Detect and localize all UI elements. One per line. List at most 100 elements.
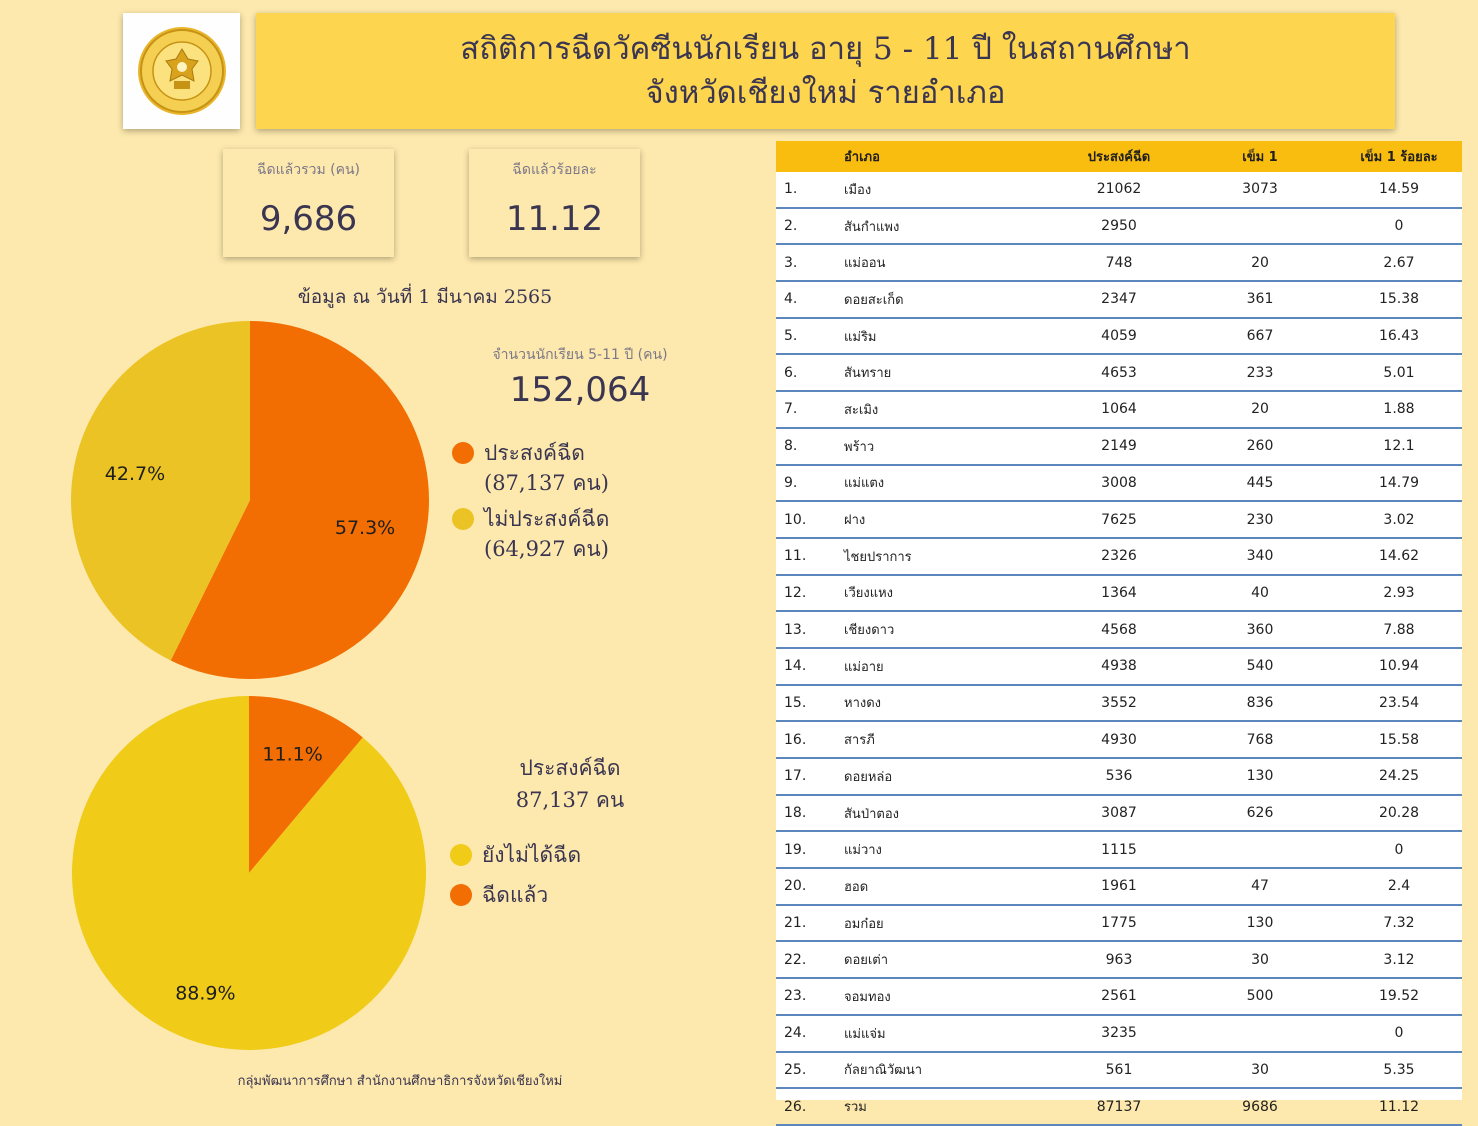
table-cell: 8. — [776, 427, 844, 466]
table-cell: 3.02 — [1336, 501, 1462, 539]
table-cell: 16. — [776, 721, 844, 759]
table-cell: 20 — [1184, 391, 1336, 429]
kpi-total-vaccinated: ฉีดแล้วรวม (คน) 9,686 — [223, 149, 394, 257]
table-row: 21. อมก๋อย 1775 130 7.32 — [776, 904, 1462, 943]
table-cell: 2347 — [1054, 281, 1184, 319]
pie2-label-0: 11.1% — [262, 743, 322, 765]
table-cell: 26. — [776, 1088, 844, 1126]
table-cell: 5. — [776, 317, 844, 356]
table-cell: สารภี — [844, 721, 1054, 759]
table-cell: อมก๋อย — [844, 904, 1054, 943]
legend-count-want: (87,137 คน) — [484, 471, 609, 495]
kpi-total-value: 9,686 — [259, 199, 358, 239]
table-cell — [1184, 207, 1336, 246]
table-row: 25. กัลยาณิวัฒนา 561 30 5.35 — [776, 1051, 1462, 1090]
table-cell: 768 — [1184, 721, 1336, 759]
legend-label-want: ประสงค์ฉีด — [484, 441, 585, 465]
pie2-label-1: 88.9% — [175, 983, 235, 1005]
kpi-percent-value: 11.12 — [505, 199, 604, 239]
table-row: 6. สันทราย 4653 233 5.01 — [776, 354, 1462, 393]
table-cell: 20. — [776, 868, 844, 906]
table-cell — [1184, 1014, 1336, 1053]
table-cell: 30 — [1184, 1051, 1336, 1090]
page-title-line-1: สถิติการฉีดวัคซีนนักเรียน อายุ 5 - 11 ปี… — [460, 31, 1191, 67]
students-count-value: 152,064 — [509, 370, 651, 410]
pie1-slice-0 — [170, 321, 430, 679]
table-row: 12. เวียงแหง 1364 40 2.93 — [776, 574, 1462, 613]
table-cell: 2.4 — [1336, 868, 1462, 906]
table-row: 26. รวม 87137 9686 11.12 — [776, 1088, 1462, 1126]
table-cell: 1115 — [1054, 831, 1184, 870]
table-cell: สันกำแพง — [844, 207, 1054, 246]
table-cell: สันทราย — [844, 354, 1054, 393]
table-row: 4. ดอยสะเก็ด 2347 361 15.38 — [776, 281, 1462, 319]
table-cell: 16.43 — [1336, 317, 1462, 356]
data-as-of-date: ข้อมูล ณ วันที่ 1 มีนาคม 2565 — [297, 286, 553, 308]
pie1-slice-1 — [71, 321, 250, 661]
table-cell: 10.94 — [1336, 647, 1462, 686]
table-cell: 7.32 — [1336, 904, 1462, 943]
table-row: 16. สารภี 4930 768 15.58 — [776, 721, 1462, 759]
table-row: 23. จอมทอง 2561 500 19.52 — [776, 978, 1462, 1016]
legend-vaccinated: ยังไม่ได้ฉีด ฉีดแล้ว — [450, 840, 670, 910]
table-cell: 130 — [1184, 758, 1336, 796]
table-cell: 1064 — [1054, 391, 1184, 429]
pie2-heading-line-1: ประสงค์ฉีด — [519, 756, 621, 780]
logo-card — [123, 13, 240, 129]
table-cell: 25. — [776, 1051, 844, 1090]
table-cell: 7. — [776, 391, 844, 429]
legend-dot-done — [450, 884, 472, 906]
table-cell: 15.38 — [1336, 281, 1462, 319]
table-cell: 2.67 — [1336, 244, 1462, 283]
table-cell: 6. — [776, 354, 844, 393]
provincial-education-office-logo — [137, 27, 226, 115]
table-row: 18. สันป่าตอง 3087 626 20.28 — [776, 794, 1462, 833]
table-cell: 24.25 — [1336, 758, 1462, 796]
pie2-heading-line-2: 87,137 คน — [515, 788, 625, 812]
table-cell: 2950 — [1054, 207, 1184, 246]
table-row: 5. แม่ริม 4059 667 16.43 — [776, 317, 1462, 356]
table-cell: 9. — [776, 464, 844, 503]
table-row: 24. แม่แจ่ม 3235 0 — [776, 1014, 1462, 1053]
table-cell: พร้าว — [844, 427, 1054, 466]
table-cell: 3073 — [1184, 172, 1336, 209]
table-cell: 3087 — [1054, 794, 1184, 833]
legend-intent: ประสงค์ฉีด (87,137 คน) ไม่ประสงค์ฉีด (64… — [452, 438, 672, 568]
table-row: 9. แม่แตง 3008 445 14.79 — [776, 464, 1462, 503]
table-cell: ดอยเต่า — [844, 941, 1054, 980]
table-cell: 15.58 — [1336, 721, 1462, 759]
table-cell: 540 — [1184, 647, 1336, 686]
table-cell: 4938 — [1054, 647, 1184, 686]
table-cell: 17. — [776, 758, 844, 796]
table-cell: ฮอด — [844, 868, 1054, 906]
pie-chart-vaccinated: 11.1% 88.9% — [72, 696, 427, 1050]
table-cell: 18. — [776, 794, 844, 833]
table-row: 15. หางดง 3552 836 23.54 — [776, 684, 1462, 723]
pie1-label-1: 42.7% — [105, 463, 165, 485]
table-cell: กัลยาณิวัฒนา — [844, 1051, 1054, 1090]
table-cell: 20.28 — [1336, 794, 1462, 833]
students-count-label: จำนวนนักเรียน 5-11 ปี (คน) — [492, 347, 668, 363]
table-cell: 87137 — [1054, 1088, 1184, 1126]
column-header-2: ประสงค์ฉีด — [1054, 141, 1184, 172]
table-cell: แม่อาย — [844, 647, 1054, 686]
table-cell: 3.12 — [1336, 941, 1462, 980]
table-body: 1. เมือง 21062 3073 14.59 2. สันกำแพง 2950 0 3. แม… — [776, 172, 1462, 1126]
table-cell: 30 — [1184, 941, 1336, 980]
table-cell — [1184, 831, 1336, 870]
table-cell: 5.35 — [1336, 1051, 1462, 1090]
table-cell: แม่ออน — [844, 244, 1054, 283]
legend-dot-not-want — [452, 508, 474, 530]
district-table: อำเภอ ประสงค์ฉีด เข็ม 1 เข็ม 1 ร้อยละ 1. เมื… — [776, 141, 1462, 1126]
table-header-row: อำเภอ ประสงค์ฉีด เข็ม 1 เข็ม 1 ร้อยละ — [776, 141, 1462, 172]
title-banner: สถิติการฉีดวัคซีนนักเรียน อายุ 5 - 11 ปี… — [256, 13, 1395, 129]
table-cell: 361 — [1184, 281, 1336, 319]
table-cell: จอมทอง — [844, 978, 1054, 1016]
table-cell: 13. — [776, 611, 844, 649]
table-cell: 536 — [1054, 758, 1184, 796]
table-cell: 23.54 — [1336, 684, 1462, 723]
table-cell: 2561 — [1054, 978, 1184, 1016]
table-cell: ดอยสะเก็ด — [844, 281, 1054, 319]
table-row: 14. แม่อาย 4938 540 10.94 — [776, 647, 1462, 686]
table-row: 2. สันกำแพง 2950 0 — [776, 207, 1462, 246]
